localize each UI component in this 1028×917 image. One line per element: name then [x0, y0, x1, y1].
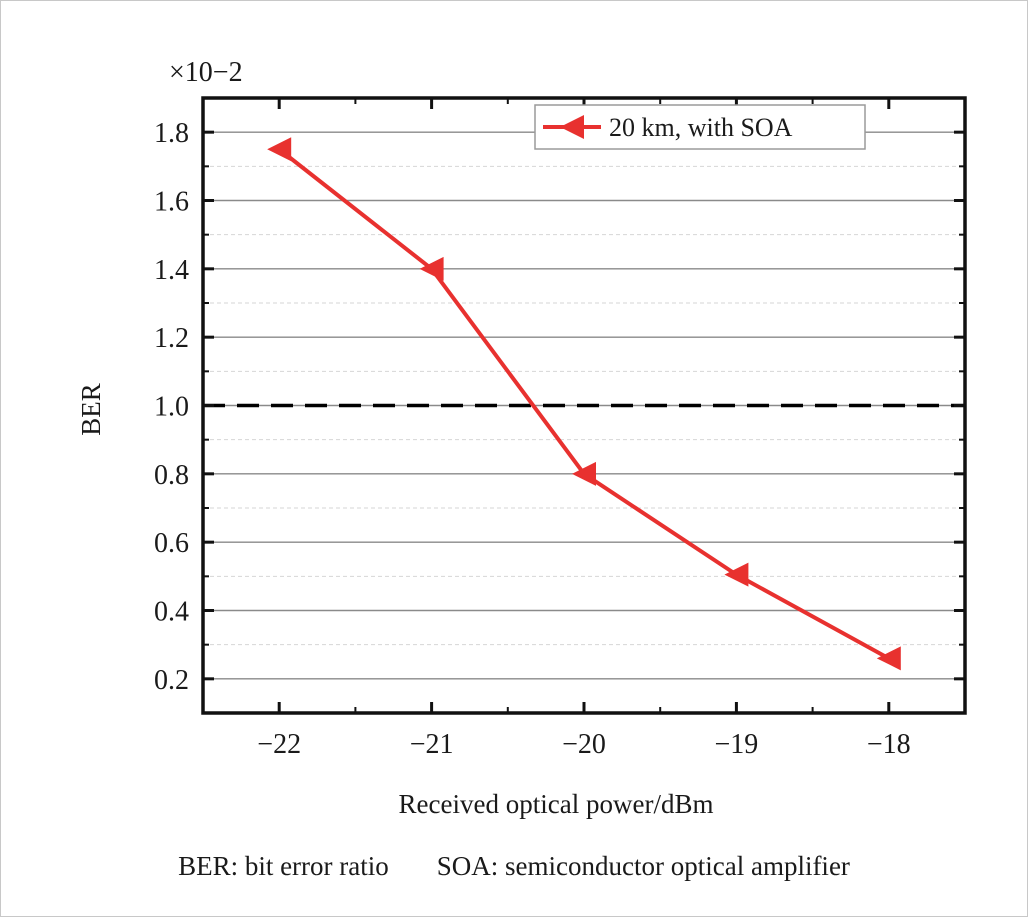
x-tick-label: −21	[410, 729, 454, 760]
x-tick-label: −20	[562, 729, 606, 760]
y-tick-label: 1.4	[154, 255, 189, 286]
legend-label: 20 km, with SOA	[609, 113, 793, 142]
x-tick-label: −19	[715, 729, 759, 760]
y-tick-label: 0.2	[154, 665, 189, 696]
x-tick-label: −18	[867, 729, 911, 760]
data-point	[419, 256, 444, 281]
y-tick-label: 0.8	[154, 460, 189, 491]
y-tick-label: 1.0	[154, 392, 189, 423]
x-tick-label: −22	[257, 729, 301, 760]
legend-marker	[560, 115, 584, 139]
footnote: BER: bit error ratio SOA: semiconductor o…	[1, 851, 1027, 882]
x-axis-title: Received optical power/dBm	[399, 789, 714, 819]
footnote-ber: BER: bit error ratio	[178, 851, 389, 881]
footnote-soa: SOA: semiconductor optical amplifier	[436, 851, 850, 881]
y-tick-label: 1.8	[154, 118, 189, 149]
data-point	[572, 461, 596, 486]
y-axis-title: BER	[76, 383, 106, 436]
data-point	[876, 646, 901, 671]
y-tick-label: 0.6	[154, 528, 189, 559]
data-point	[267, 137, 292, 162]
y-tick-label: 0.4	[154, 597, 189, 628]
y-tick-label: 1.6	[154, 187, 189, 218]
data-point	[724, 562, 749, 587]
ber-line-chart: 0.2 0.4 0.6 0.8 1.0 1.2 1.4 1.6 1.8 −22 −21 −20 −19 −…	[76, 57, 967, 819]
y-tick-label: 1.2	[154, 323, 189, 354]
y-axis-multiplier: ×10−2	[169, 57, 243, 88]
